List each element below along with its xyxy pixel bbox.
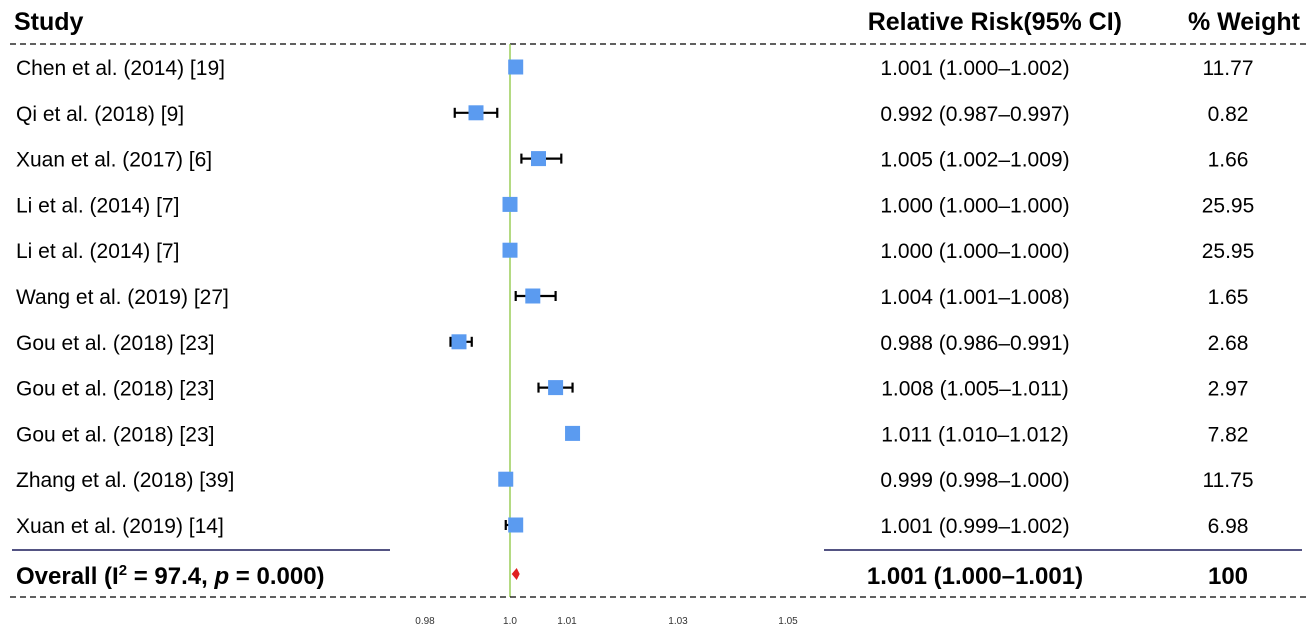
overall-ci: 1.001 (1.000–1.001) [867, 563, 1083, 590]
point-estimate-marker [508, 517, 524, 533]
x-tick-label: 1.0 [503, 616, 517, 627]
study-weight: 1.65 [1208, 286, 1249, 309]
x-axis: 0.98 1.0 1.01 1.03 1.05 [415, 616, 798, 627]
relative-risk-ci: 1.001 (1.000–1.002) [880, 57, 1069, 80]
table-row: Li et al. (2014) [7] 1.000 (1.000–1.000) 2… [16, 194, 1254, 217]
study-weight: 6.98 [1208, 515, 1249, 538]
overall-label: Overall (I2 = 97.4, p = 0.000) [16, 562, 325, 590]
relative-risk-ci: 0.992 (0.987–0.997) [880, 103, 1069, 126]
table-row: Gou et al. (2018) [23] 1.011 (1.010–1.012… [16, 423, 1248, 446]
overall-weight: 100 [1208, 563, 1248, 590]
study-label: Qi et al. (2018) [9] [16, 103, 184, 126]
relative-risk-ci: 1.008 (1.005–1.011) [881, 378, 1069, 401]
table-row: Gou et al. (2018) [23] 0.988 (0.986–0.991… [16, 332, 1248, 355]
header-study: Study [14, 8, 84, 36]
table-row: Zhang et al. (2018) [39] 0.999 (0.998–1.0… [16, 469, 1254, 492]
relative-risk-ci: 1.001 (0.999–1.002) [880, 515, 1069, 538]
study-weight: 1.66 [1208, 149, 1249, 172]
study-label: Xuan et al. (2017) [6] [16, 149, 212, 172]
x-tick-label: 0.98 [415, 616, 435, 627]
x-tick-label: 1.01 [557, 616, 577, 627]
table-row: Xuan et al. (2019) [14] 1.001 (0.999–1.00… [16, 515, 1248, 538]
point-estimate-marker [498, 471, 514, 487]
study-weight: 11.75 [1203, 469, 1254, 492]
study-label: Gou et al. (2018) [23] [16, 332, 214, 355]
study-weight: 2.97 [1208, 378, 1249, 401]
study-weight: 11.77 [1203, 57, 1254, 80]
overall-diamond [511, 568, 520, 580]
study-weight: 2.68 [1208, 332, 1249, 355]
study-label: Chen et al. (2014) [19] [16, 57, 225, 80]
study-label: Gou et al. (2018) [23] [16, 378, 214, 401]
point-estimate-marker [468, 105, 484, 121]
table-row: Gou et al. (2018) [23] 1.008 (1.005–1.011… [16, 378, 1248, 401]
study-label: Wang et al. (2019) [27] [16, 286, 229, 309]
study-label: Zhang et al. (2018) [39] [16, 469, 234, 492]
point-estimate-marker [525, 288, 541, 304]
study-label: Gou et al. (2018) [23] [16, 423, 214, 446]
x-tick-label: 1.05 [778, 616, 798, 627]
x-tick-label: 1.03 [668, 616, 688, 627]
point-estimate-marker [502, 196, 518, 212]
relative-risk-ci: 1.000 (1.000–1.000) [880, 240, 1069, 263]
study-label: Li et al. (2014) [7] [16, 240, 179, 263]
point-estimate-marker [502, 242, 518, 258]
relative-risk-ci: 0.999 (0.998–1.000) [880, 469, 1069, 492]
table-row: Chen et al. (2014) [19] 1.001 (1.000–1.00… [16, 57, 1254, 80]
relative-risk-ci: 1.000 (1.000–1.000) [880, 194, 1069, 217]
study-weight: 0.82 [1208, 103, 1249, 126]
point-estimate-marker [508, 59, 524, 75]
table-row: Qi et al. (2018) [9] 0.992 (0.987–0.997) 0… [16, 103, 1248, 126]
relative-risk-ci: 0.988 (0.986–0.991) [880, 332, 1069, 355]
header-relative-risk: Relative Risk(95% CI) [868, 8, 1122, 36]
point-estimate-marker [565, 425, 581, 441]
study-weight: 25.95 [1202, 240, 1255, 263]
header-weight: % Weight [1188, 8, 1301, 36]
point-estimate-marker [548, 380, 564, 396]
study-weight: 25.95 [1202, 194, 1255, 217]
relative-risk-ci: 1.011 (1.010–1.012) [881, 423, 1069, 446]
point-estimate-marker [451, 334, 467, 350]
point-estimate-marker [531, 151, 546, 167]
table-row: Wang et al. (2019) [27] 1.004 (1.001–1.00… [16, 286, 1248, 309]
study-weight: 7.82 [1208, 423, 1249, 446]
table-row: Xuan et al. (2017) [6] 1.005 (1.002–1.009… [16, 149, 1248, 172]
relative-risk-ci: 1.004 (1.001–1.008) [880, 286, 1069, 309]
study-label: Li et al. (2014) [7] [16, 194, 179, 217]
table-row: Li et al. (2014) [7] 1.000 (1.000–1.000) 2… [16, 240, 1254, 263]
study-rows: Chen et al. (2014) [19] 1.001 (1.000–1.00… [16, 57, 1254, 538]
study-label: Xuan et al. (2019) [14] [16, 515, 224, 538]
relative-risk-ci: 1.005 (1.002–1.009) [880, 149, 1069, 172]
